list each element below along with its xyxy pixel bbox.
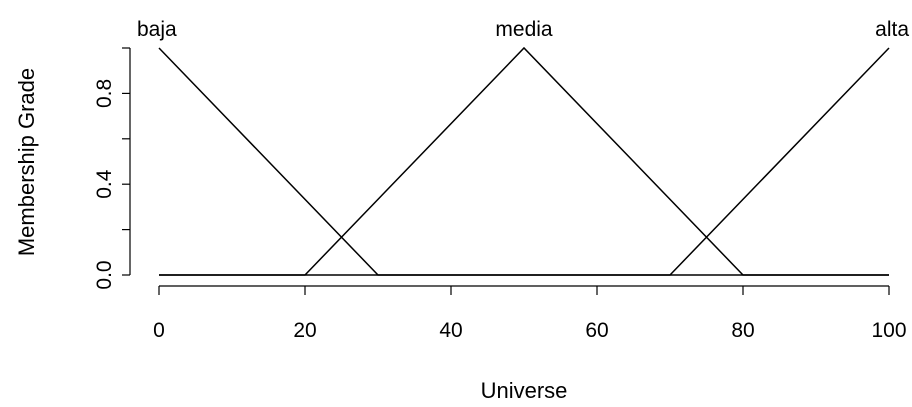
series-label-baja: baja — [137, 18, 177, 41]
y-tick-label: 0.8 — [93, 79, 116, 108]
x-axis: 0 20 40 60 80 100 — [153, 285, 907, 342]
x-tick-label: 100 — [871, 319, 906, 342]
x-axis-title: Universe — [481, 378, 568, 403]
x-tick-label: 40 — [439, 319, 462, 342]
y-tick-label: 0.4 — [93, 169, 116, 199]
y-axis: 0.0 0.4 0.8 — [93, 47, 131, 290]
series-layer — [158, 46, 890, 276]
y-tick-label: 0.0 — [93, 260, 116, 289]
y-axis-title: Membership Grade — [14, 68, 39, 256]
series-label-media: media — [495, 18, 553, 41]
x-tick-label: 0 — [153, 319, 165, 342]
x-tick-label: 60 — [585, 319, 608, 342]
series-line-alta — [159, 47, 890, 276]
x-tick-label: 80 — [731, 319, 754, 342]
series-label-alta: alta — [875, 18, 909, 41]
x-tick-label: 20 — [293, 319, 316, 342]
series-label-layer: baja media alta — [137, 18, 909, 41]
